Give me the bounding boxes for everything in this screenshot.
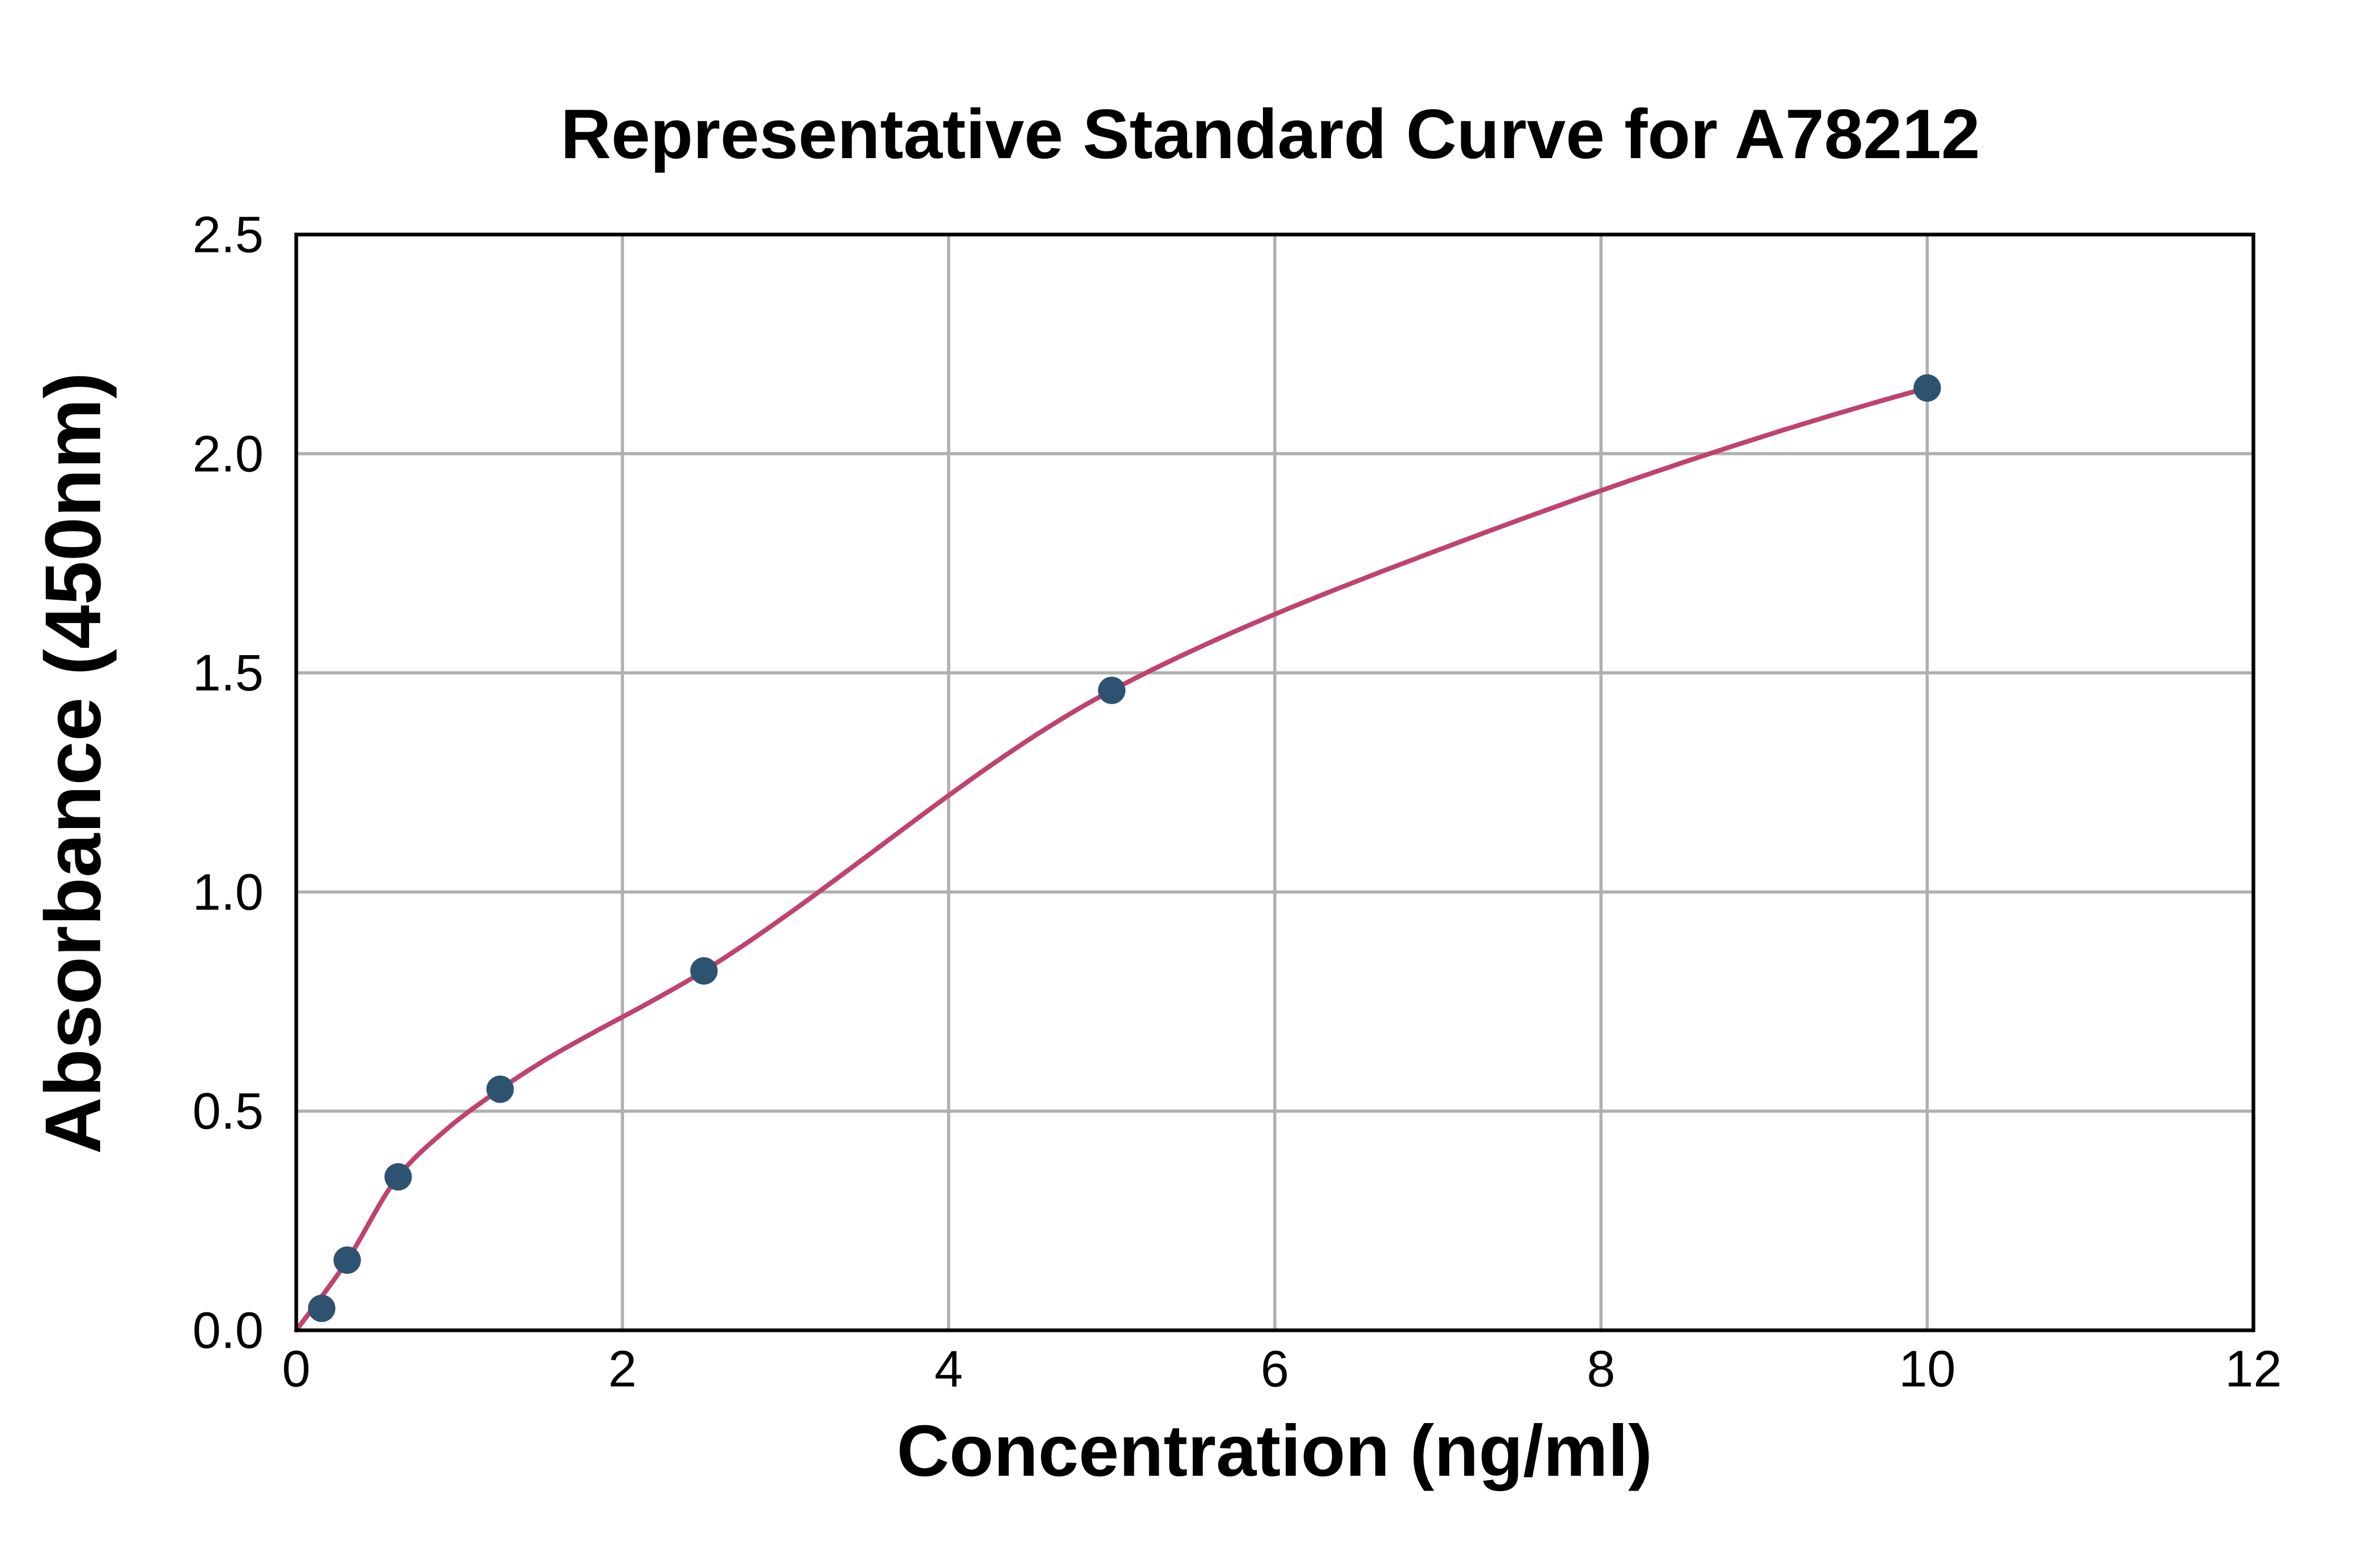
svg-text:12: 12 [2225, 1340, 2282, 1397]
svg-text:1.5: 1.5 [192, 644, 264, 702]
svg-text:2.0: 2.0 [192, 425, 264, 482]
svg-text:6: 6 [1261, 1340, 1289, 1397]
svg-text:Absorbance (450nm): Absorbance (450nm) [28, 372, 117, 1154]
svg-text:8: 8 [1587, 1340, 1615, 1397]
svg-text:0.5: 0.5 [192, 1083, 264, 1140]
svg-text:0.0: 0.0 [192, 1302, 264, 1359]
svg-text:2.5: 2.5 [192, 206, 264, 264]
svg-text:4: 4 [935, 1340, 963, 1397]
svg-text:2: 2 [608, 1340, 637, 1397]
svg-text:Concentration (ng/ml): Concentration (ng/ml) [897, 1410, 1652, 1492]
svg-text:10: 10 [1899, 1340, 1956, 1397]
svg-text:Representative Standard Curve: Representative Standard Curve for A78212 [560, 95, 1980, 173]
svg-text:1.0: 1.0 [192, 863, 264, 921]
svg-text:0: 0 [282, 1340, 310, 1397]
